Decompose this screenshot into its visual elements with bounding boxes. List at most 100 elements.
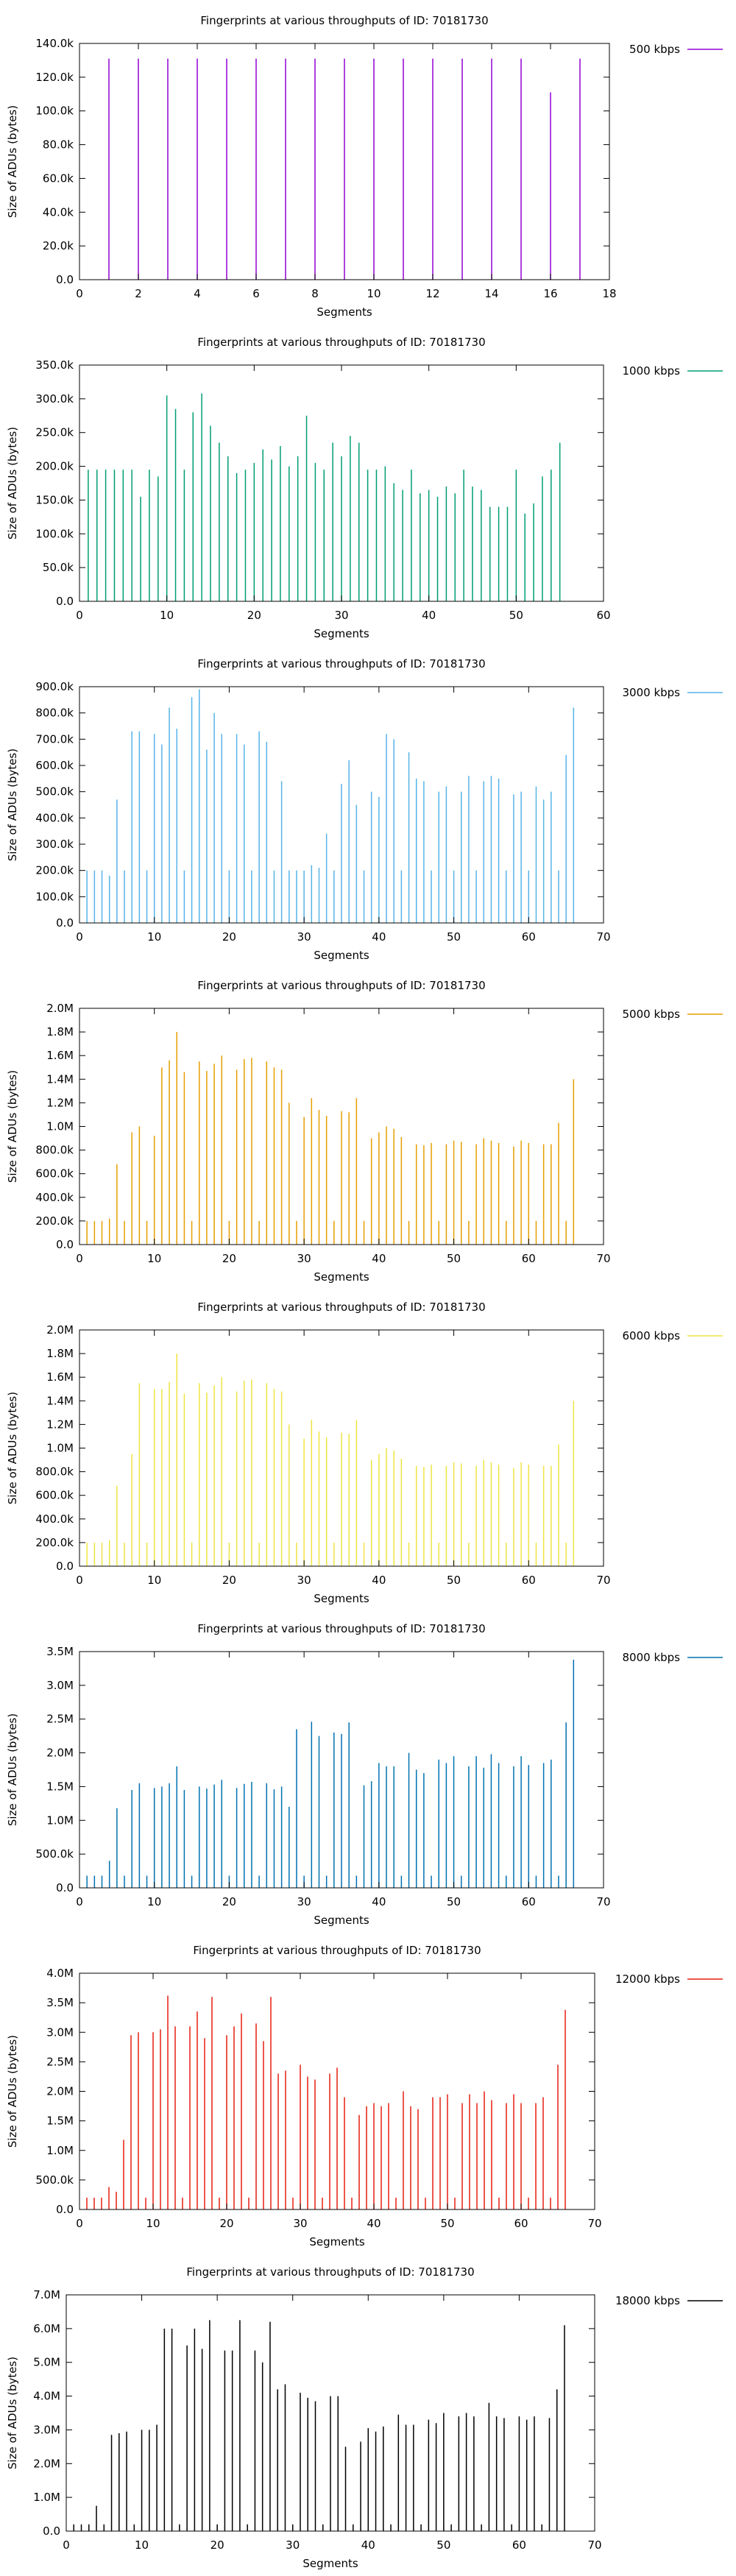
y-tick-label: 2.5M [46, 1713, 74, 1726]
y-tick-label: 0.0 [56, 273, 74, 286]
y-tick-label: 300.0k [35, 392, 74, 406]
x-tick-label: 60 [522, 1895, 536, 1908]
legend-label: 500 kbps [629, 43, 680, 56]
x-tick-label: 40 [367, 2217, 381, 2230]
y-tick-label: 600.0k [35, 1167, 74, 1181]
y-tick-label: 600.0k [35, 1489, 74, 1502]
chart-title: Fingerprints at various throughputs of I… [197, 1622, 485, 1635]
y-tick-label: 100.0k [35, 527, 74, 540]
legend-label: 12000 kbps [615, 1972, 680, 1986]
x-tick-label: 40 [372, 1895, 386, 1908]
y-tick-label: 1.2M [46, 1096, 74, 1109]
y-tick-label: 5.0M [33, 2356, 60, 2369]
x-tick-label: 20 [222, 1252, 236, 1265]
x-axis-label: Segments [314, 949, 369, 962]
chart-title: Fingerprints at various throughputs of I… [197, 657, 485, 670]
y-tick-label: 1.5M [46, 2115, 74, 2128]
y-tick-label: 2.0M [46, 1002, 74, 1015]
y-tick-label: 200.0k [35, 460, 74, 473]
plot-frame [79, 1651, 604, 1889]
y-tick-label: 2.0M [46, 2085, 74, 2098]
x-tick-label: 20 [222, 1895, 236, 1908]
y-tick-label: 2.0M [46, 1747, 74, 1760]
x-tick-label: 20 [210, 2538, 224, 2552]
x-tick-label: 60 [514, 2217, 528, 2230]
y-tick-label: 500.0k [35, 1847, 74, 1861]
chart-panel-6: Fingerprints at various throughputs of I… [6, 1622, 723, 1927]
y-tick-label: 3.5M [46, 1645, 74, 1658]
x-tick-label: 40 [372, 1574, 386, 1587]
y-tick-label: 40.0k [43, 205, 74, 219]
y-tick-label: 0.0 [56, 2203, 74, 2216]
y-tick-label: 6.0M [33, 2322, 60, 2335]
x-tick-label: 30 [334, 609, 348, 622]
x-tick-label: 0 [76, 1895, 83, 1908]
plot-frame [79, 43, 610, 280]
legend-label: 18000 kbps [615, 2294, 680, 2307]
plot-frame [79, 686, 604, 924]
x-tick-label: 0 [76, 287, 83, 300]
y-axis-label: Size of ADUs (bytes) [6, 2035, 19, 2148]
y-tick-label: 3.0M [33, 2423, 60, 2436]
y-tick-label: 0.0 [56, 916, 74, 930]
x-tick-label: 10 [147, 1252, 161, 1265]
y-tick-label: 400.0k [35, 811, 74, 824]
y-tick-label: 800.0k [35, 1465, 74, 1479]
y-tick-label: 3.5M [46, 1996, 74, 2009]
x-tick-label: 0 [63, 2538, 70, 2552]
chart-title: Fingerprints at various throughputs of I… [197, 1301, 485, 1314]
y-tick-label: 2.5M [46, 2055, 74, 2068]
y-tick-label: 250.0k [35, 426, 74, 439]
y-tick-label: 0.0 [56, 1560, 74, 1573]
y-tick-label: 4.0M [46, 1967, 74, 1980]
chart-title: Fingerprints at various throughputs of I… [193, 1944, 481, 1957]
x-tick-label: 20 [247, 609, 261, 622]
legend-label: 8000 kbps [623, 1651, 681, 1664]
y-tick-label: 2.0M [46, 1323, 74, 1337]
y-tick-label: 1.5M [46, 1780, 74, 1793]
y-tick-label: 0.0 [43, 2524, 60, 2538]
y-tick-label: 80.0k [43, 138, 74, 152]
x-tick-label: 10 [135, 2538, 149, 2552]
y-tick-label: 200.0k [35, 864, 74, 877]
x-tick-label: 70 [596, 930, 610, 944]
chart-panel-7: Fingerprints at various throughputs of I… [6, 1944, 723, 2248]
y-tick-label: 120.0k [35, 71, 74, 84]
chart-title: Fingerprints at various throughputs of I… [197, 979, 485, 992]
x-tick-label: 30 [297, 1895, 311, 1908]
x-tick-label: 30 [293, 2217, 307, 2230]
y-tick-label: 1.0M [33, 2491, 60, 2504]
y-tick-label: 1.6M [46, 1370, 74, 1384]
x-tick-label: 14 [484, 287, 498, 300]
y-tick-label: 100.0k [35, 890, 74, 903]
x-tick-label: 50 [447, 930, 461, 944]
y-tick-label: 200.0k [35, 1214, 74, 1228]
y-axis-label: Size of ADUs (bytes) [6, 105, 19, 218]
x-tick-label: 70 [587, 2217, 601, 2230]
y-tick-label: 1.8M [46, 1025, 74, 1038]
x-tick-label: 8 [311, 287, 319, 300]
x-axis-label: Segments [309, 2235, 365, 2248]
x-tick-label: 10 [146, 2217, 160, 2230]
x-tick-label: 70 [587, 2538, 601, 2552]
y-tick-label: 1.8M [46, 1347, 74, 1360]
x-tick-label: 20 [222, 1574, 236, 1587]
y-tick-label: 1.0M [46, 1814, 74, 1827]
x-tick-label: 20 [219, 2217, 233, 2230]
y-tick-label: 3.0M [46, 1679, 74, 1692]
y-tick-label: 50.0k [43, 561, 74, 574]
chart-panel-5: Fingerprints at various throughputs of I… [6, 1301, 723, 1605]
y-tick-label: 1.4M [46, 1072, 74, 1086]
y-tick-label: 7.0M [33, 2288, 60, 2301]
x-tick-label: 70 [596, 1574, 610, 1587]
chart-title: Fingerprints at various throughputs of I… [197, 336, 485, 349]
x-tick-label: 50 [447, 1574, 461, 1587]
x-axis-label: Segments [302, 2557, 358, 2570]
y-tick-label: 800.0k [35, 707, 74, 720]
y-tick-label: 60.0k [43, 171, 74, 185]
x-axis-label: Segments [316, 305, 372, 319]
x-tick-label: 0 [76, 1252, 83, 1265]
y-tick-label: 350.0k [35, 358, 74, 372]
x-tick-label: 0 [76, 1574, 83, 1587]
x-tick-label: 30 [297, 930, 311, 944]
